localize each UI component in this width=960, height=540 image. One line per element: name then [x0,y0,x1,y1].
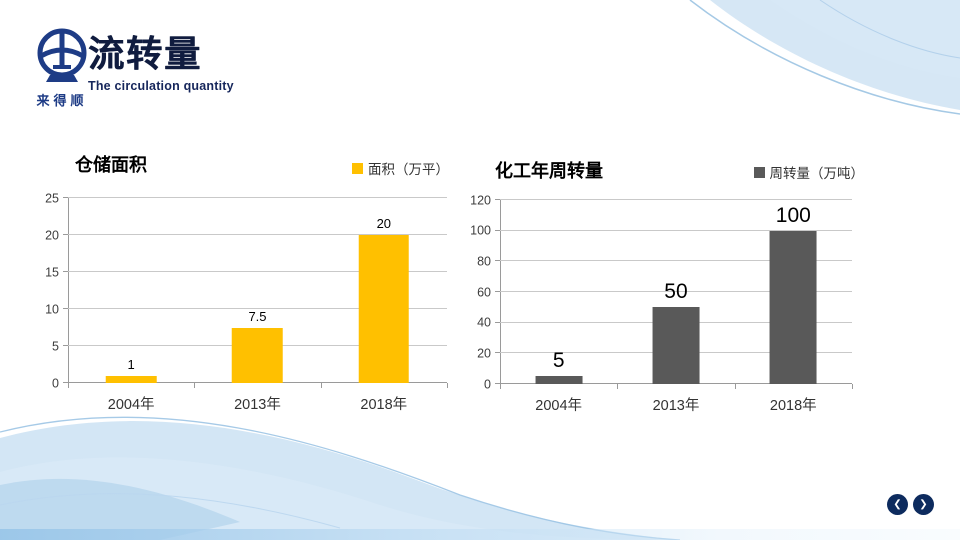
legend: 面积（万平） [352,158,449,178]
category-label: 2018年 [769,398,817,414]
chart-column: 7.5 2013年 [194,198,320,413]
gridline [68,234,447,235]
ytick-label: 5 [52,338,59,353]
gridline [500,260,852,262]
chart-column: 5 2004年 [500,200,617,414]
data-label: 20 [376,216,392,231]
xtick-mark [852,384,853,389]
chevron-right-icon: ❯ [919,499,928,510]
ytick-label: 10 [45,301,59,316]
ytick-label: 15 [45,264,59,279]
chart-title: 化工年周转量 [495,161,603,181]
chart-columns: 5 2004年 50 2013年 100 2018年 [500,200,852,414]
legend-swatch-icon [352,162,363,174]
xtick-mark [320,383,322,388]
deco-bottom-left-curves [0,416,680,540]
chart-warehouse-area: 仓储面积 面积（万平） 0 5 10 15 20 25 1 2004年 7.5 2013年 20 20… [38,145,455,417]
ytick-label: 60 [477,284,491,299]
xtick-mark [68,383,69,388]
logo-icon [37,28,87,82]
plot-area: 0 5 10 15 20 25 1 2004年 7.5 2013年 20 2018年 [45,192,448,413]
ytick-label: 0 [52,375,59,390]
gridline [500,199,852,200]
title-block: 流转量 The circulation quantity [88,34,234,93]
ytick-label: 80 [477,254,491,269]
gridline [68,271,447,272]
nav-prev-button[interactable]: ❮ [887,494,908,515]
xtick-mark [500,384,501,389]
ytick-mark [495,229,500,231]
xtick-mark [194,383,196,388]
deco-top-right-curves [689,0,960,115]
bottom-accent-band [0,529,960,540]
legend: 周转量（万吨） [753,162,865,182]
category-label: 2004年 [535,398,583,414]
bar [358,235,410,383]
category-label: 2018年 [360,397,408,413]
chart-title: 仓储面积 [75,155,147,175]
chart-column: 20 2018年 [321,198,447,413]
page-subtitle: The circulation quantity [88,78,234,93]
page-title: 流转量 [88,33,203,74]
chart-chemical-turnover: 化工年周转量 周转量（万吨） 0 20 40 60 80 100 120 5 2004年 50 20… [468,145,870,417]
data-label: 1 [127,356,135,372]
chart-column: 100 2018年 [735,200,852,414]
gridline [500,229,852,231]
ytick-mark [495,352,500,354]
ytick-mark [495,321,500,323]
legend-label: 周转量（万吨） [769,166,865,181]
xtick-mark [617,384,619,389]
gridline [68,308,447,309]
nav-next-button[interactable]: ❯ [913,494,934,515]
ytick-mark [495,383,500,384]
gridline [68,197,447,198]
legend-label: 面积（万平） [368,162,449,177]
ytick-mark [495,199,500,200]
ytick-label: 40 [477,315,491,330]
ytick-label: 120 [470,192,491,207]
data-label: 50 [664,280,688,304]
category-label: 2013年 [652,398,700,414]
ytick-mark [495,291,500,292]
bar [652,307,700,384]
chevron-left-icon: ❮ [893,499,902,510]
chart-column: 50 2013年 [617,200,734,414]
data-label: 7.5 [248,308,267,324]
xtick-mark [447,383,448,388]
data-label: 5 [552,349,565,373]
plot-area: 0 20 40 60 80 100 120 5 2004年 50 2013年 100 2018年 [470,194,853,414]
ytick-label: 20 [45,227,59,242]
bar [232,327,283,383]
xtick-mark [734,384,736,389]
chart-columns: 1 2004年 7.5 2013年 20 2018年 [68,198,447,413]
ytick-mark [63,345,68,346]
bar [105,375,157,383]
legend-swatch-icon [753,166,765,178]
ytick-mark [63,234,68,235]
category-label: 2013年 [234,397,281,413]
logo: 来得顺 [26,26,98,109]
ytick-label: 0 [484,376,491,391]
chart-column: 1 2004年 [68,198,194,413]
ytick-mark [63,197,68,198]
brand-text: 来得顺 [36,93,88,108]
ytick-label: 20 [477,346,491,361]
ytick-mark [495,260,500,262]
ytick-mark [63,382,68,383]
ytick-mark [63,271,68,272]
data-label: 100 [775,203,811,227]
gridline [500,291,852,292]
ytick-mark [63,308,68,309]
category-label: 2004年 [107,397,155,413]
ytick-label: 25 [45,190,59,205]
ytick-label: 100 [470,223,491,238]
bar [769,230,817,384]
bar [535,376,583,384]
